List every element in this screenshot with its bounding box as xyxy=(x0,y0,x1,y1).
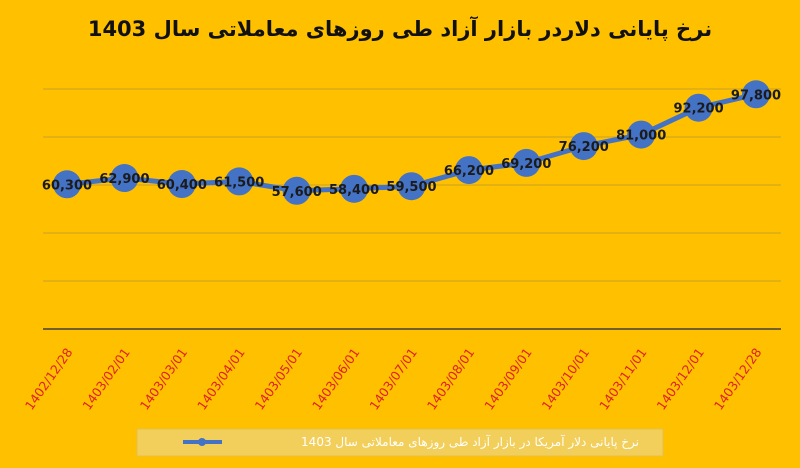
data-point xyxy=(225,167,254,196)
data-point xyxy=(454,156,483,185)
data-point xyxy=(684,93,713,122)
data-label: 81,000 xyxy=(616,129,666,144)
data-point xyxy=(627,120,656,149)
data-point xyxy=(742,80,770,109)
data-point xyxy=(53,170,81,199)
data-label: 76,200 xyxy=(559,140,609,155)
data-label: 97,800 xyxy=(731,88,781,103)
data-point xyxy=(512,148,541,177)
data-label: 59,500 xyxy=(386,180,436,195)
chart-title: نرخ پایانی دلاردر بازار آزاد طی روزهای م… xyxy=(88,16,712,41)
data-point xyxy=(110,164,139,193)
data-point xyxy=(569,132,598,161)
legend-marker-swatch xyxy=(198,438,206,446)
data-label: 57,600 xyxy=(272,185,322,200)
data-label: 61,500 xyxy=(214,175,264,190)
series-group: 60,300 62,900 60,400 61,500 57,600 58,400 59,5… xyxy=(42,80,781,205)
data-label: 92,200 xyxy=(673,102,723,117)
data-point xyxy=(167,170,196,199)
legend-box xyxy=(136,428,664,457)
data-label: 69,200 xyxy=(501,157,551,172)
legend: نرخ پایانی دلار آمریکا در بازار آزاد طی … xyxy=(136,428,664,457)
data-label: 66,200 xyxy=(444,164,494,179)
data-point xyxy=(397,172,426,201)
data-label: 60,300 xyxy=(42,178,92,193)
data-point xyxy=(340,174,369,203)
data-label: 58,400 xyxy=(329,183,379,198)
data-label: 62,900 xyxy=(99,172,149,187)
legend-label: نرخ پایانی دلار آمریکا در بازار آزاد طی … xyxy=(301,434,639,450)
data-label: 60,400 xyxy=(157,178,207,193)
data-point xyxy=(282,176,311,205)
